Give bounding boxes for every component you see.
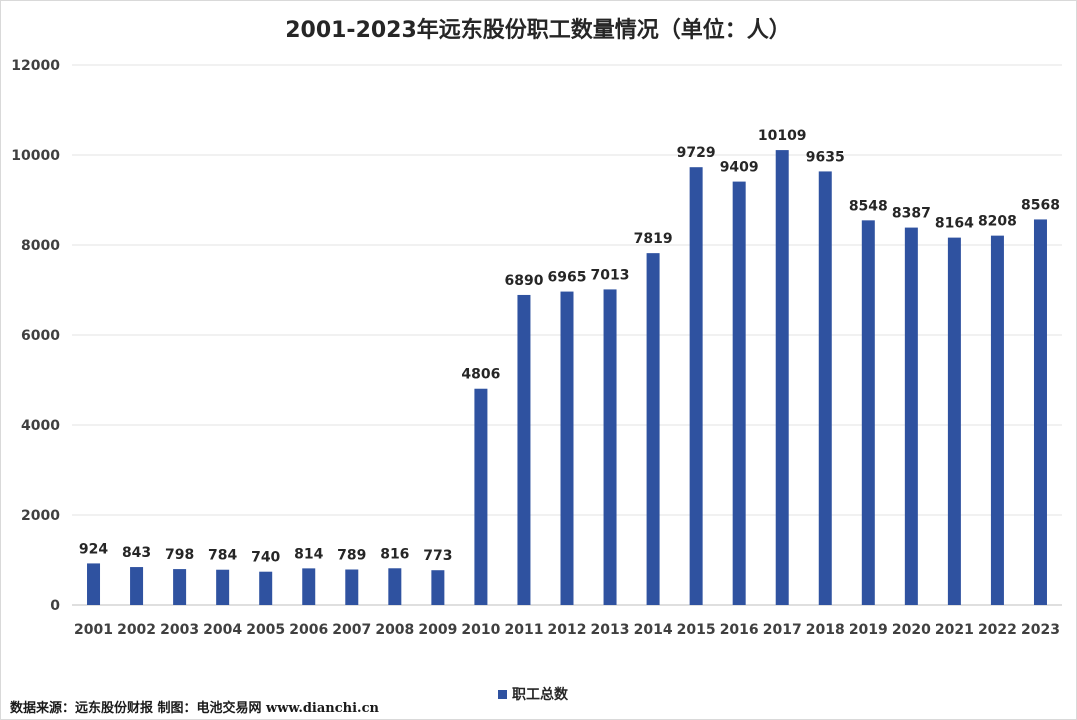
x-axis: 2001 2002 2003 2004 2005 2006 2007 2008 2009 2010… xyxy=(74,622,1060,638)
data-label: 10109 xyxy=(758,128,807,144)
bar xyxy=(388,568,402,605)
x-tick-label: 2019 xyxy=(849,622,888,638)
x-tick-label: 2010 xyxy=(461,622,500,638)
bar xyxy=(689,167,703,605)
x-tick-label: 2018 xyxy=(806,622,845,638)
x-tick-label: 2001 xyxy=(74,622,113,638)
chart-title: 2001-2023年远东股份职工数量情况（单位：人） xyxy=(285,17,791,43)
bar xyxy=(818,171,832,606)
data-label: 8208 xyxy=(978,214,1017,230)
bar xyxy=(345,569,359,605)
data-label: 798 xyxy=(165,547,194,563)
bar xyxy=(904,227,918,605)
data-label: 843 xyxy=(122,545,151,561)
data-label: 7819 xyxy=(634,231,673,247)
source-note: 数据来源：远东股份财报 制图：电池交易网 www.dianchi.cn xyxy=(10,700,379,716)
bar xyxy=(1033,219,1047,605)
data-label: 8387 xyxy=(892,206,931,222)
data-label: 7013 xyxy=(591,267,630,283)
x-tick-label: 2006 xyxy=(289,622,328,638)
bar xyxy=(302,568,316,605)
bar xyxy=(947,237,961,605)
data-label: 9635 xyxy=(806,149,845,165)
bar xyxy=(560,291,574,605)
bar xyxy=(775,150,789,605)
x-tick-label: 2009 xyxy=(418,622,457,638)
data-label: 773 xyxy=(423,548,452,564)
gridlines xyxy=(72,64,1062,606)
bar xyxy=(646,253,660,605)
data-label: 816 xyxy=(380,546,409,562)
bar xyxy=(474,388,488,605)
data-label: 814 xyxy=(294,546,323,562)
data-label: 924 xyxy=(79,541,108,557)
data-label: 6890 xyxy=(504,273,543,289)
data-label: 784 xyxy=(208,548,237,564)
bar xyxy=(216,569,230,605)
data-label: 9409 xyxy=(720,160,759,176)
y-tick-label: 8000 xyxy=(21,238,60,254)
x-tick-label: 2016 xyxy=(720,622,759,638)
bar xyxy=(603,289,617,605)
x-tick-label: 2012 xyxy=(548,622,587,638)
bar xyxy=(431,570,445,605)
y-axis: 0 2000 4000 6000 8000 10000 12000 xyxy=(11,58,60,614)
bar xyxy=(517,294,531,605)
bar xyxy=(861,220,875,605)
bar xyxy=(990,235,1004,605)
x-tick-label: 2008 xyxy=(375,622,414,638)
x-tick-label: 2002 xyxy=(117,622,156,638)
x-tick-label: 2023 xyxy=(1021,622,1060,638)
x-tick-label: 2013 xyxy=(591,622,630,638)
data-label: 740 xyxy=(251,550,280,566)
y-tick-label: 4000 xyxy=(21,418,60,434)
x-tick-label: 2003 xyxy=(160,622,199,638)
x-tick-label: 2017 xyxy=(763,622,802,638)
y-tick-label: 12000 xyxy=(11,58,60,74)
legend: 职工总数 xyxy=(498,686,569,703)
bar-series xyxy=(87,150,1047,606)
data-label: 6965 xyxy=(548,270,587,286)
data-label: 8548 xyxy=(849,198,888,214)
bar xyxy=(732,181,746,605)
y-tick-label: 0 xyxy=(50,598,60,614)
x-tick-label: 2007 xyxy=(332,622,371,638)
x-tick-label: 2011 xyxy=(504,622,543,638)
x-tick-label: 2021 xyxy=(935,622,974,638)
data-label: 9729 xyxy=(677,145,716,161)
y-tick-label: 10000 xyxy=(11,148,60,164)
x-tick-label: 2014 xyxy=(634,622,673,638)
bar xyxy=(130,567,144,605)
x-tick-label: 2004 xyxy=(203,622,242,638)
bar xyxy=(259,571,273,605)
legend-label: 职工总数 xyxy=(512,686,569,703)
data-label: 8568 xyxy=(1021,197,1060,213)
bar xyxy=(173,569,187,605)
x-tick-label: 2022 xyxy=(978,622,1017,638)
y-tick-label: 6000 xyxy=(21,328,60,344)
x-tick-label: 2020 xyxy=(892,622,931,638)
data-label: 789 xyxy=(337,547,366,563)
data-label: 8164 xyxy=(935,216,974,232)
data-label: 4806 xyxy=(461,367,500,383)
bar xyxy=(87,563,101,605)
x-tick-label: 2015 xyxy=(677,622,716,638)
x-tick-label: 2005 xyxy=(246,622,285,638)
legend-swatch xyxy=(498,690,507,699)
y-tick-label: 2000 xyxy=(21,508,60,524)
